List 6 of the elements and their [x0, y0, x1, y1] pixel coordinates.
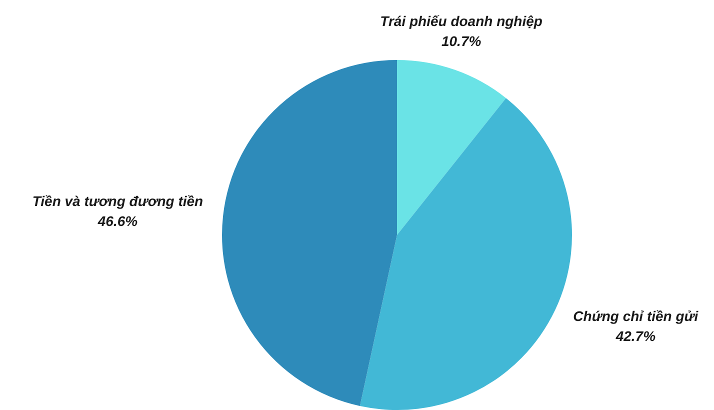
data-label: 42.7% — [614, 328, 656, 344]
slice-label: Chứng chỉ tiền gửi — [573, 308, 700, 324]
slice-label: Tiền và tương đương tiền — [32, 192, 204, 209]
data-label: 10.7% — [441, 32, 482, 49]
data-label: 46.6% — [96, 212, 138, 229]
slice-label: Trái phiếu doanh nghiệp — [380, 12, 543, 29]
